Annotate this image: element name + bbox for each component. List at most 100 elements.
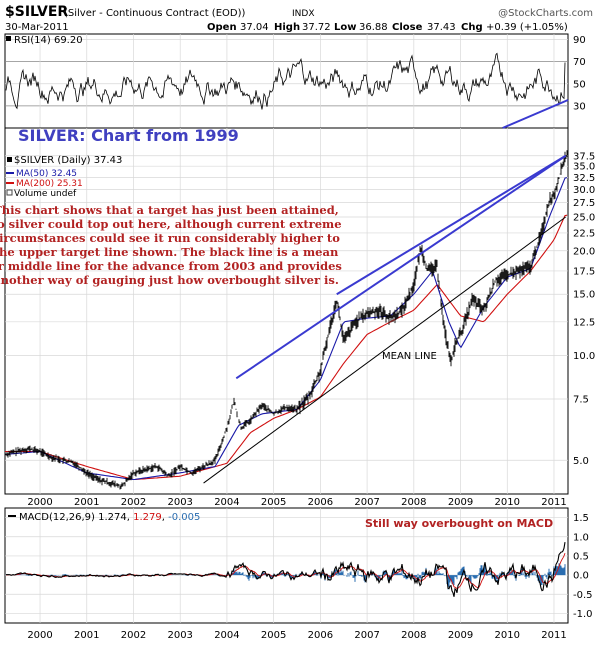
macd-hist-value: -0.005 — [168, 512, 200, 523]
macd-x-axis: 2000 2001 2002 2003 2004 2005 2006 2007 2008 2009… — [27, 630, 566, 641]
legend-swatch-price — [7, 157, 12, 162]
price-x-tick-label: 2001 — [74, 497, 99, 508]
ma200-line — [5, 214, 568, 481]
rsi-axis: 30 50 70 90 — [573, 35, 586, 112]
rsi-label: RSI(14) 69.20 — [14, 35, 83, 46]
rsi-legend-swatch — [6, 36, 11, 41]
price-tick-label: 25.0 — [573, 213, 595, 224]
open-value: 37.04 — [240, 22, 269, 33]
macd-x-tick-label: 2010 — [495, 630, 520, 641]
low-label: Low — [334, 22, 356, 33]
instrument-name: (Silver - Continuous Contract (EOD)) — [64, 8, 246, 19]
price-x-tick-label: 2003 — [167, 497, 192, 508]
price-tick-label: 10.0 — [573, 351, 595, 362]
mean-line-label: MEAN LINE — [382, 351, 437, 362]
ma50-line — [4, 177, 568, 481]
price-axis: 5.0 7.5 10.0 12.5 15.0 17.5 20.0 22.5 25.0 27.5 30… — [573, 151, 595, 467]
close-label: Close — [392, 22, 423, 33]
price-series-group — [4, 150, 568, 490]
ohlc-readout: Open 37.04 High 37.72 Low 36.88 Close 37… — [207, 22, 568, 33]
macd-x-tick-label: 2008 — [401, 630, 426, 641]
annotation-block: This chart shows that a target has just … — [0, 203, 342, 287]
macd-label: MACD(12,26,9) 1.274, 1.279, -0.005 — [19, 512, 200, 523]
macd-x-tick-label: 2006 — [308, 630, 333, 641]
rsi-series — [5, 52, 566, 110]
price-tick-label: 30.0 — [573, 185, 595, 196]
rsi-panel — [4, 33, 569, 129]
price-tick-label: 15.0 — [573, 290, 595, 301]
macd-signal-value: 1.279 — [133, 512, 162, 523]
macd-tick-label: 0.0 — [573, 571, 589, 582]
price-tick-label: 27.5 — [573, 198, 595, 209]
low-value: 36.88 — [359, 22, 388, 33]
price-grid — [5, 128, 568, 494]
annotation-line-2: so silver could top out here, although c… — [0, 217, 342, 231]
annotation-line-3: circumstances could see it run considera… — [0, 231, 340, 245]
price-tick-label: 32.5 — [573, 173, 595, 184]
macd-tick-label: 1.0 — [573, 532, 589, 543]
price-x-tick-label: 2010 — [495, 497, 520, 508]
brand-label[interactable]: @StockCharts.com — [498, 8, 593, 19]
macd-tick-label: -0.5 — [573, 590, 593, 601]
annotation-line-5: or middle line for the advance from 2003… — [0, 259, 342, 273]
rsi-tick-label: 70 — [573, 57, 586, 68]
macd-x-tick-label: 2001 — [74, 630, 99, 641]
rsi-tick-label: 90 — [573, 35, 586, 46]
price-x-axis: 2000 2001 2002 2003 2004 2005 2006 2007 2008 2009… — [27, 497, 566, 508]
macd-label-prefix: MACD(12,26,9) — [19, 512, 95, 523]
macd-x-tick-label: 2009 — [448, 630, 473, 641]
annotation-line-6: another way of gauging just how overboug… — [0, 273, 339, 287]
price-tick-label: 7.5 — [573, 394, 589, 405]
legend-volume: Volume undef — [14, 189, 77, 199]
macd-tick-label: 0.5 — [573, 551, 589, 562]
macd-tick-label: -1.0 — [573, 609, 593, 620]
price-x-tick-label: 2007 — [354, 497, 379, 508]
high-label: High — [274, 22, 300, 33]
date-label: 30-Mar-2011 — [5, 22, 69, 33]
legend-ma50: MA(50) 32.45 — [16, 169, 77, 179]
macd-x-tick-label: 2002 — [121, 630, 146, 641]
price-legend: $SILVER (Daily) 37.43 MA(50) 32.45 MA(20… — [6, 155, 122, 199]
legend-price: $SILVER (Daily) 37.43 — [14, 155, 122, 166]
price-tick-label: 35.0 — [573, 162, 595, 173]
legend-ma200: MA(200) 25.31 — [16, 179, 83, 189]
trend-line-extension — [502, 99, 569, 129]
high-value: 37.72 — [302, 22, 331, 33]
trend-lines — [203, 99, 569, 484]
price-x-tick-label: 2006 — [308, 497, 333, 508]
price-tick-label: 5.0 — [573, 456, 589, 467]
open-label: Open — [207, 22, 237, 33]
chg-value: +0.39 (+1.05%) — [486, 22, 568, 33]
price-tick-label: 37.5 — [573, 151, 595, 162]
rsi-tick-label: 50 — [573, 79, 586, 90]
macd-axis: -1.0 -0.5 0.0 0.5 1.0 1.5 — [573, 513, 593, 620]
rsi-tick-label: 30 — [573, 101, 586, 112]
macd-value: 1.274 — [98, 512, 127, 523]
macd-panel — [4, 507, 569, 624]
chart-title: SILVER: Chart from 1999 — [18, 126, 239, 145]
price-x-tick-label: 2002 — [121, 497, 146, 508]
macd-grid — [5, 508, 568, 623]
price-x-tick-label: 2000 — [27, 497, 52, 508]
macd-x-tick-label: 2003 — [167, 630, 192, 641]
price-tick-label: 22.5 — [573, 228, 595, 239]
price-tick-label: 17.5 — [573, 266, 595, 277]
exchange-label: INDX — [292, 9, 314, 19]
price-x-tick-label: 2009 — [448, 497, 473, 508]
price-tick-label: 20.0 — [573, 246, 595, 257]
macd-tick-label: 1.5 — [573, 513, 589, 524]
trend-line — [336, 154, 567, 296]
annotation-line-1: This chart shows that a target has just … — [0, 203, 339, 217]
macd-x-tick-label: 2007 — [354, 630, 379, 641]
price-x-tick-label: 2008 — [401, 497, 426, 508]
macd-x-tick-label: 2011 — [541, 630, 566, 641]
price-x-tick-label: 2005 — [261, 497, 286, 508]
price-tick-label: 12.5 — [573, 317, 595, 328]
annotation-line-4: the upper target line shown. The black l… — [0, 245, 339, 259]
price-x-tick-label: 2004 — [214, 497, 239, 508]
price-bars — [4, 150, 568, 490]
symbol-label: $SILVER — [5, 4, 68, 20]
mean-line — [203, 216, 566, 484]
close-value: 37.43 — [427, 22, 456, 33]
